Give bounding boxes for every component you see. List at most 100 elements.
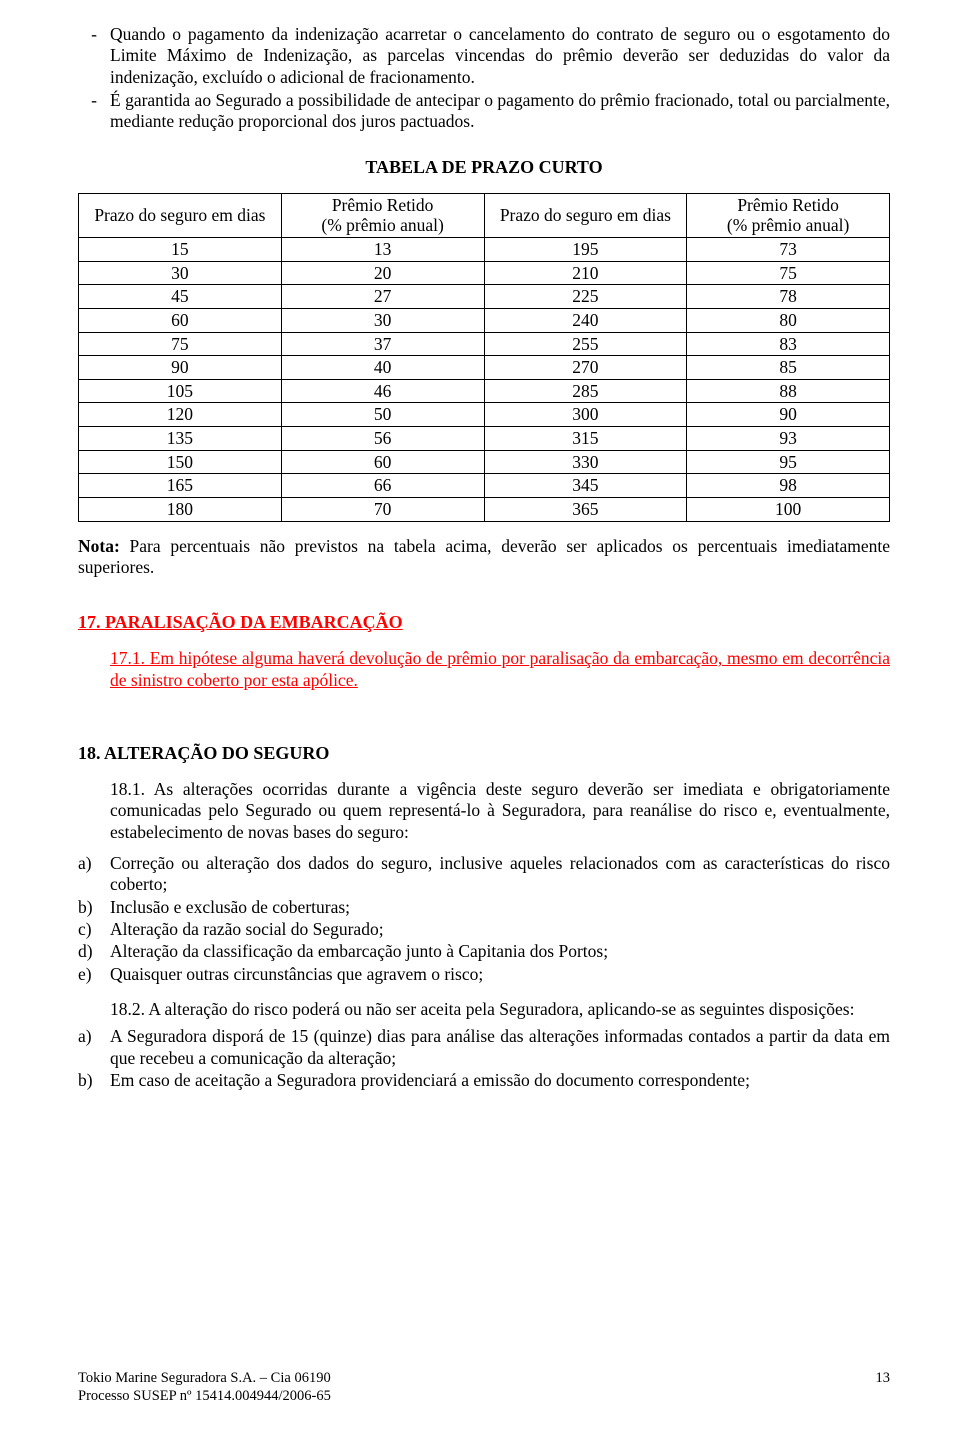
table-cell: 75	[687, 261, 890, 285]
table-cell: 180	[79, 498, 282, 522]
document-page: - Quando o pagamento da indenização acar…	[0, 0, 960, 1431]
table-cell: 60	[79, 308, 282, 332]
table-cell: 90	[79, 356, 282, 380]
table-cell: 30	[79, 261, 282, 285]
table-note: Nota: Para percentuais não previstos na …	[78, 536, 890, 579]
list-text: A Seguradora disporá de 15 (quinze) dias…	[110, 1026, 890, 1069]
table-cell: 40	[281, 356, 484, 380]
list-item: e) Quaisquer outras circunstâncias que a…	[78, 964, 890, 985]
table-cell: 75	[79, 332, 282, 356]
header-text: Prêmio Retido	[737, 195, 839, 215]
section-18-heading: 18. ALTERAÇÃO DO SEGURO	[78, 743, 890, 765]
list-mark: a)	[78, 853, 110, 896]
bullet-dash-icon: -	[78, 24, 110, 88]
table-cell: 270	[484, 356, 687, 380]
list-text: Em caso de aceitação a Seguradora provid…	[110, 1070, 890, 1091]
list-text: Quaisquer outras circunstâncias que agra…	[110, 964, 890, 985]
list-text: Alteração da classificação da embarcação…	[110, 941, 890, 962]
table-cell: 100	[687, 498, 890, 522]
table-cell: 135	[79, 427, 282, 451]
section-17-heading: 17. PARALISAÇÃO DA EMBARCAÇÃO	[78, 612, 890, 634]
table-cell: 195	[484, 237, 687, 261]
table-cell: 30	[281, 308, 484, 332]
header-text: Prazo do seguro em dias	[94, 205, 265, 225]
bullet-item: - É garantida ao Segurado a possibilidad…	[78, 90, 890, 133]
table-cell: 85	[687, 356, 890, 380]
table-row: 1205030090	[79, 403, 890, 427]
table-row: 603024080	[79, 308, 890, 332]
table-cell: 315	[484, 427, 687, 451]
list-item: a) Correção ou alteração dos dados do se…	[78, 853, 890, 896]
list-item: b) Em caso de aceitação a Seguradora pro…	[78, 1070, 890, 1091]
table-row: 1054628588	[79, 379, 890, 403]
bullet-text: É garantida ao Segurado a possibilidade …	[110, 90, 890, 133]
table-header-cell: Prazo do seguro em dias	[79, 193, 282, 237]
table-row: 1656634598	[79, 474, 890, 498]
table-cell: 150	[79, 450, 282, 474]
table-row: 151319573	[79, 237, 890, 261]
list-item: d) Alteração da classificação da embarca…	[78, 941, 890, 962]
header-text: Prazo do seguro em dias	[500, 205, 671, 225]
table-cell: 225	[484, 285, 687, 309]
table-header-row: Prazo do seguro em dias Prêmio Retido (%…	[79, 193, 890, 237]
table-cell: 80	[687, 308, 890, 332]
page-footer: Tokio Marine Seguradora S.A. – Cia 06190…	[78, 1369, 890, 1405]
table-cell: 88	[687, 379, 890, 403]
list-mark: e)	[78, 964, 110, 985]
table-cell: 255	[484, 332, 687, 356]
lettered-list-2: a) A Seguradora disporá de 15 (quinze) d…	[78, 1026, 890, 1091]
table-row: 1506033095	[79, 450, 890, 474]
list-item: a) A Seguradora disporá de 15 (quinze) d…	[78, 1026, 890, 1069]
table-cell: 300	[484, 403, 687, 427]
table-cell: 95	[687, 450, 890, 474]
table-cell: 98	[687, 474, 890, 498]
list-mark: d)	[78, 941, 110, 962]
table-cell: 105	[79, 379, 282, 403]
bullet-text: Quando o pagamento da indenização acarre…	[110, 24, 890, 88]
footer-company: Tokio Marine Seguradora S.A. – Cia 06190	[78, 1370, 331, 1386]
table-header-cell: Prêmio Retido (% prêmio anual)	[687, 193, 890, 237]
header-text: (% prêmio anual)	[321, 215, 443, 235]
table-row: 302021075	[79, 261, 890, 285]
table-cell: 90	[687, 403, 890, 427]
table-header-cell: Prazo do seguro em dias	[484, 193, 687, 237]
table-cell: 45	[79, 285, 282, 309]
table-cell: 78	[687, 285, 890, 309]
bullet-dash-icon: -	[78, 90, 110, 133]
note-text: Para percentuais não previstos na tabela…	[78, 536, 890, 577]
table-cell: 70	[281, 498, 484, 522]
section-18-1-paragraph: 18.1. As alterações ocorridas durante a …	[110, 779, 890, 843]
table-cell: 83	[687, 332, 890, 356]
section-17-paragraph: 17.1. Em hipótese alguma haverá devoluçã…	[110, 648, 890, 691]
table-cell: 50	[281, 403, 484, 427]
table-cell: 73	[687, 237, 890, 261]
table-cell: 165	[79, 474, 282, 498]
list-item: b) Inclusão e exclusão de coberturas;	[78, 897, 890, 918]
table-row: 452722578	[79, 285, 890, 309]
list-text: Alteração da razão social do Segurado;	[110, 919, 890, 940]
table-body: 1513195733020210754527225786030240807537…	[79, 237, 890, 521]
table-cell: 345	[484, 474, 687, 498]
table-cell: 240	[484, 308, 687, 332]
table-cell: 330	[484, 450, 687, 474]
table-cell: 93	[687, 427, 890, 451]
short-term-table: Prazo do seguro em dias Prêmio Retido (%…	[78, 193, 890, 522]
list-mark: b)	[78, 1070, 110, 1091]
table-cell: 56	[281, 427, 484, 451]
table-cell: 15	[79, 237, 282, 261]
list-text: Inclusão e exclusão de coberturas;	[110, 897, 890, 918]
intro-bullets: - Quando o pagamento da indenização acar…	[78, 24, 890, 133]
list-mark: c)	[78, 919, 110, 940]
table-cell: 37	[281, 332, 484, 356]
note-label: Nota:	[78, 536, 120, 556]
header-text: Prêmio Retido	[332, 195, 434, 215]
table-cell: 120	[79, 403, 282, 427]
table-cell: 365	[484, 498, 687, 522]
bullet-item: - Quando o pagamento da indenização acar…	[78, 24, 890, 88]
table-row: 753725583	[79, 332, 890, 356]
table-cell: 46	[281, 379, 484, 403]
list-mark: a)	[78, 1026, 110, 1069]
table-cell: 60	[281, 450, 484, 474]
table-cell: 13	[281, 237, 484, 261]
table-title: TABELA DE PRAZO CURTO	[78, 157, 890, 179]
